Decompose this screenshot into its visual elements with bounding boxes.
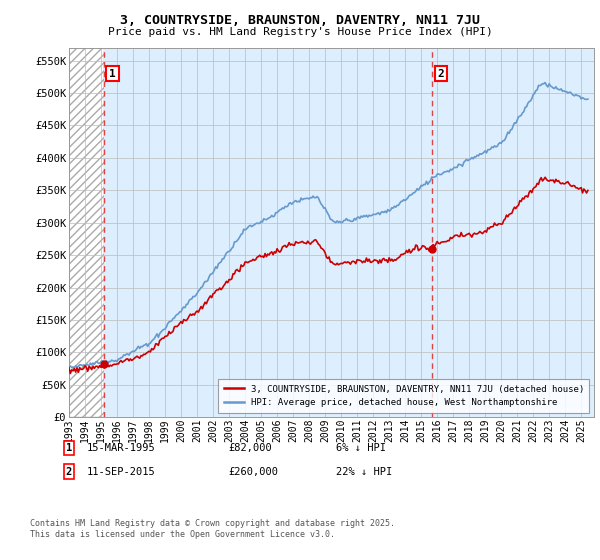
Bar xyxy=(69,48,104,417)
Text: 6% ↓ HPI: 6% ↓ HPI xyxy=(336,443,386,453)
Text: 3, COUNTRYSIDE, BRAUNSTON, DAVENTRY, NN11 7JU: 3, COUNTRYSIDE, BRAUNSTON, DAVENTRY, NN1… xyxy=(120,14,480,27)
Text: £82,000: £82,000 xyxy=(228,443,272,453)
Text: 2: 2 xyxy=(437,68,444,78)
Text: 1: 1 xyxy=(109,68,116,78)
Text: 22% ↓ HPI: 22% ↓ HPI xyxy=(336,466,392,477)
Text: 15-MAR-1995: 15-MAR-1995 xyxy=(87,443,156,453)
Text: 2: 2 xyxy=(66,466,72,477)
Text: £260,000: £260,000 xyxy=(228,466,278,477)
Text: Contains HM Land Registry data © Crown copyright and database right 2025.
This d: Contains HM Land Registry data © Crown c… xyxy=(30,520,395,539)
Text: Price paid vs. HM Land Registry's House Price Index (HPI): Price paid vs. HM Land Registry's House … xyxy=(107,27,493,37)
Legend: 3, COUNTRYSIDE, BRAUNSTON, DAVENTRY, NN11 7JU (detached house), HPI: Average pri: 3, COUNTRYSIDE, BRAUNSTON, DAVENTRY, NN1… xyxy=(218,379,589,413)
Text: 11-SEP-2015: 11-SEP-2015 xyxy=(87,466,156,477)
Text: 1: 1 xyxy=(66,443,72,453)
